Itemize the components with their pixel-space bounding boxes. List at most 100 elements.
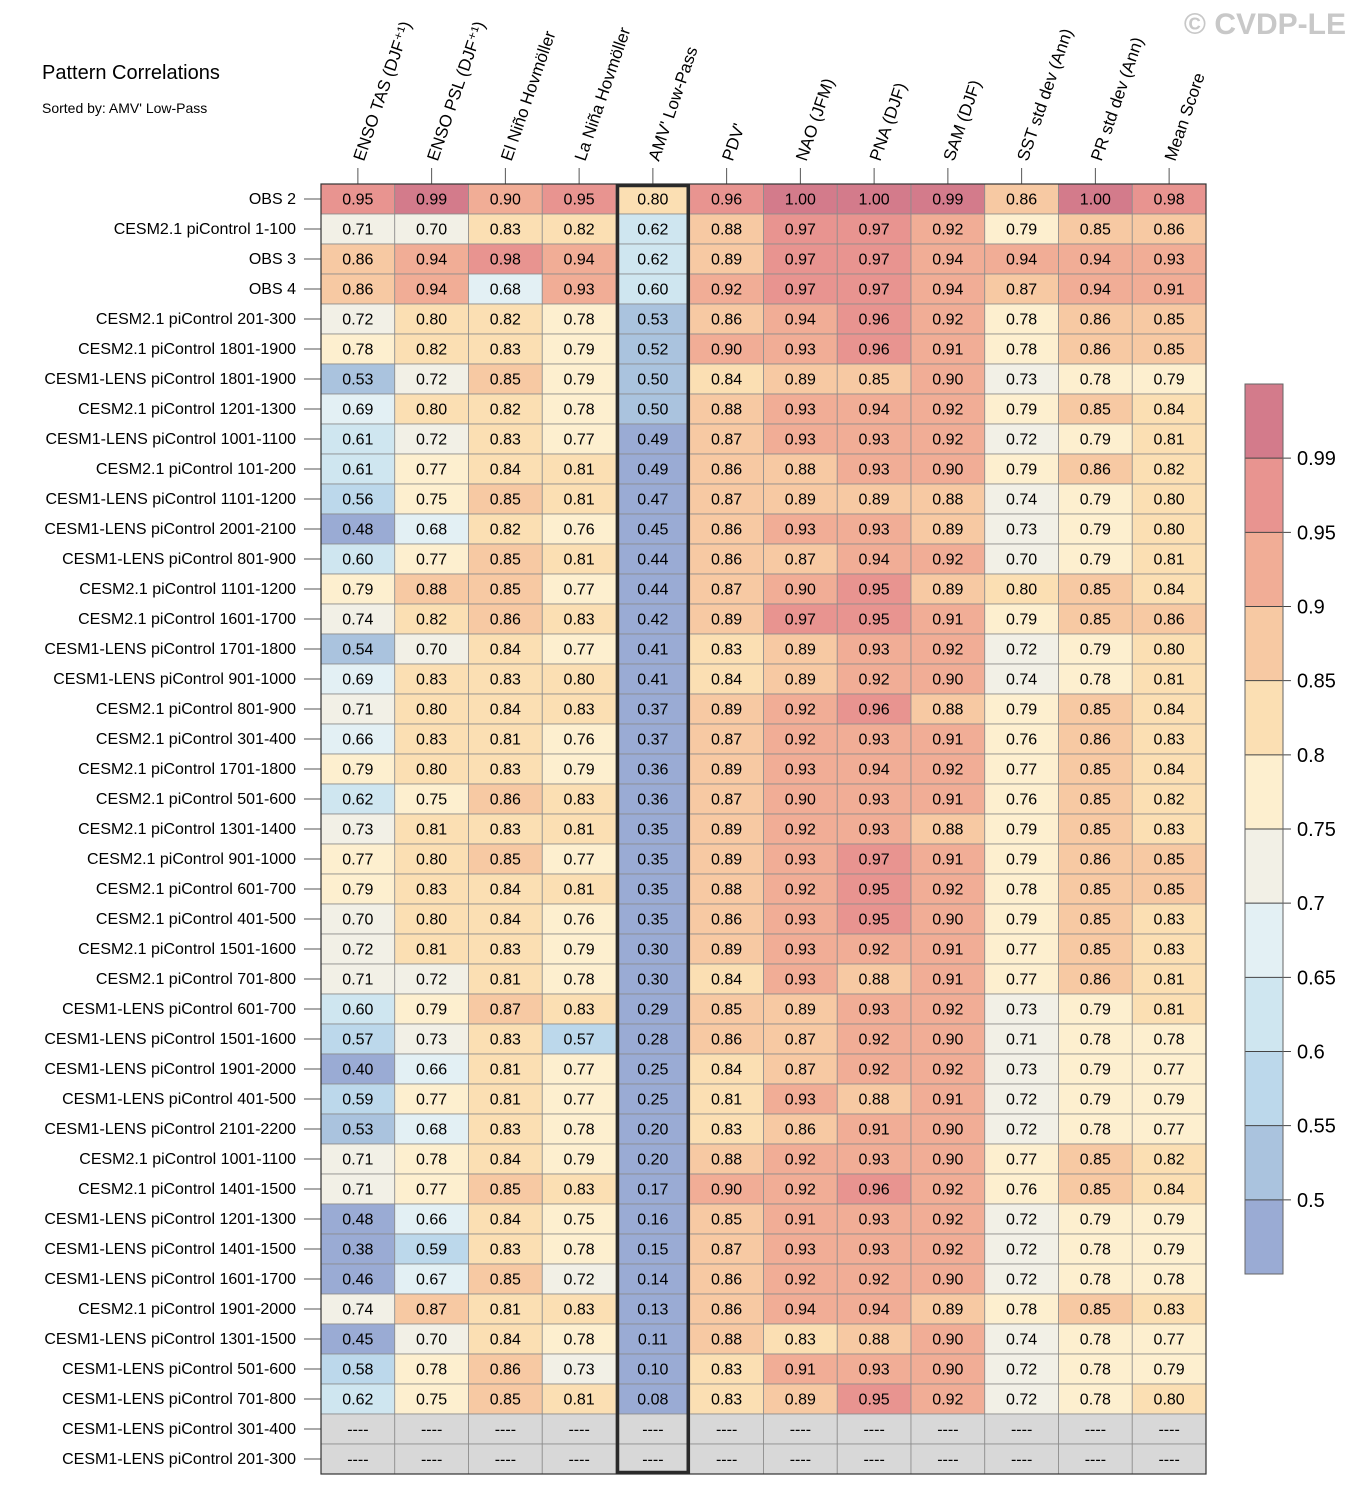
row-label: CESM2.1 piControl 1201-1300 [78, 401, 296, 418]
cell-value: 0.84 [490, 1212, 521, 1229]
cell-value: 0.70 [416, 1332, 447, 1349]
row-label: CESM1-LENS piControl 1501-1600 [44, 1031, 296, 1048]
cell-value: 0.86 [711, 312, 742, 329]
cell-value: 0.29 [637, 1002, 668, 1019]
cell-value: 0.77 [1006, 942, 1037, 959]
cell-value: 0.83 [490, 822, 521, 839]
cell-value: 0.84 [711, 372, 742, 389]
cell-value: 0.61 [342, 462, 373, 479]
cell-value: 0.59 [342, 1092, 373, 1109]
cell-value: 0.84 [490, 1152, 521, 1169]
cell-value: 0.93 [785, 852, 816, 869]
heatmap-cell [541, 1203, 617, 1235]
cell-value: 0.86 [342, 282, 373, 299]
cell-value: 0.77 [564, 852, 595, 869]
heatmap-cell [984, 483, 1059, 515]
cell-value: 0.95 [859, 912, 890, 929]
cell-value: 0.67 [416, 1272, 447, 1289]
cell-value: 0.91 [932, 852, 963, 869]
cell-value: 0.96 [859, 312, 890, 329]
cell-value: 0.16 [637, 1212, 668, 1229]
row-label: CESM1-LENS piControl 1701-1800 [44, 641, 296, 658]
cell-value: 0.72 [1006, 642, 1037, 659]
cell-value: 0.79 [564, 342, 595, 359]
cell-value: 0.83 [564, 1182, 595, 1199]
cell-value: 0.83 [490, 222, 521, 239]
cell-value: 0.87 [785, 1062, 816, 1079]
column-header: Mean Score [1161, 70, 1209, 163]
cell-value: ---- [347, 1422, 368, 1439]
row-label: CESM2.1 piControl 1801-1900 [78, 341, 296, 358]
cell-value: 0.78 [564, 972, 595, 989]
heatmap-cell [468, 663, 543, 695]
cell-value: 0.94 [785, 312, 816, 329]
cell-value: 0.86 [711, 552, 742, 569]
row-label: CESM1-LENS piControl 1101-1200 [46, 491, 297, 508]
heatmap-cell [468, 753, 543, 785]
row-label: CESM1-LENS piControl 1901-2000 [44, 1061, 296, 1078]
cell-value: 0.94 [785, 1302, 816, 1319]
cell-value: 0.79 [564, 372, 595, 389]
heatmap-cell [541, 1263, 617, 1295]
heatmap-cell [689, 1443, 764, 1475]
cell-value: 0.80 [1006, 582, 1037, 599]
heatmap-cell [615, 963, 691, 995]
cell-value: 0.86 [490, 1362, 521, 1379]
cell-value: 0.81 [490, 732, 521, 749]
cell-value: 0.54 [342, 642, 373, 659]
heatmap-cell [1131, 273, 1207, 305]
cell-value: 0.53 [342, 1122, 373, 1139]
cell-value: 0.81 [1154, 432, 1185, 449]
cell-value: 0.92 [932, 1182, 963, 1199]
heatmap-cell [320, 843, 396, 875]
cell-value: 0.77 [416, 1092, 447, 1109]
heatmap-cell [541, 423, 617, 455]
cell-value: ---- [568, 1422, 589, 1439]
cell-value: 0.85 [1080, 222, 1111, 239]
cell-value: 0.57 [564, 1032, 595, 1049]
cell-value: 0.77 [564, 1092, 595, 1109]
heatmap-cell [394, 1173, 469, 1205]
cell-value: 0.99 [932, 192, 963, 209]
heatmap-cell [320, 1293, 396, 1325]
heatmap-cell [984, 723, 1059, 755]
cell-value: 0.80 [1154, 522, 1185, 539]
heatmap-cell [910, 813, 986, 845]
heatmap-cell [689, 213, 764, 245]
cell-value: 0.83 [416, 672, 447, 689]
heatmap-cell [394, 753, 469, 785]
cell-value: 0.92 [785, 1152, 816, 1169]
cell-value: 0.30 [637, 972, 668, 989]
heatmap-cell [836, 1083, 912, 1115]
cell-value: 0.98 [490, 252, 521, 269]
colorbar-segment [1245, 1199, 1283, 1274]
cell-value: 0.93 [785, 762, 816, 779]
heatmap-cell [689, 453, 764, 485]
row-label: CESM1-LENS piControl 701-800 [62, 1391, 296, 1408]
cell-value: 0.83 [490, 432, 521, 449]
cell-value: 0.80 [416, 312, 447, 329]
cell-value: 0.84 [490, 912, 521, 929]
cell-value: 0.70 [1006, 552, 1037, 569]
heatmap-cell [910, 333, 986, 365]
row-label: CESM1-LENS piControl 501-600 [62, 1361, 296, 1378]
cell-value: 0.68 [416, 522, 447, 539]
cell-value: 0.77 [1154, 1122, 1185, 1139]
heatmap-cell [320, 213, 396, 245]
cell-value: 0.85 [1080, 1302, 1111, 1319]
cell-value: 0.48 [342, 522, 373, 539]
heatmap-cell [468, 1353, 543, 1385]
heatmap-cell [541, 1173, 617, 1205]
heatmap-cell [615, 1443, 691, 1475]
cell-value: 0.85 [1080, 1182, 1111, 1199]
cell-value: 0.93 [859, 432, 890, 449]
heatmap-cell [1131, 783, 1207, 815]
cell-value: 0.80 [1154, 642, 1185, 659]
heatmap-cell [1131, 633, 1207, 665]
cell-value: 0.77 [416, 462, 447, 479]
cell-value: 0.92 [859, 942, 890, 959]
cell-value: 0.78 [1154, 1272, 1185, 1289]
row-label: CESM1-LENS piControl 2101-2200 [44, 1121, 296, 1138]
cell-value: 0.79 [1154, 372, 1185, 389]
cell-value: 0.90 [932, 1152, 963, 1169]
